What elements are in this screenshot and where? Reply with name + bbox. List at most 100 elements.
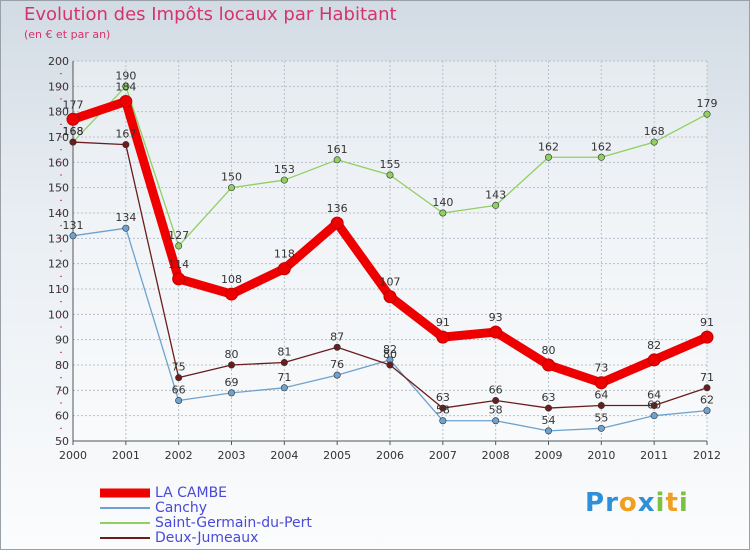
data-point (436, 330, 450, 344)
data-point (542, 358, 555, 372)
x-tick-label: 2006 (376, 449, 404, 462)
x-tick-label: 2002 (165, 449, 193, 462)
data-label: 81 (277, 345, 291, 358)
data-label: 143 (485, 188, 506, 201)
data-point (119, 95, 133, 109)
legend-swatch (100, 522, 150, 524)
x-tick-label: 2003 (218, 449, 246, 462)
legend-item: Saint-Germain-du-Pert (100, 516, 312, 530)
y-tick-label: 180 (48, 106, 69, 119)
legend-item: Canchy (100, 501, 207, 515)
series-layer (66, 82, 714, 435)
data-point (66, 112, 80, 126)
legend-swatch (100, 488, 150, 498)
data-point (175, 374, 183, 382)
logo-letter: i (678, 488, 689, 518)
data-point (650, 138, 658, 146)
data-point (439, 209, 447, 217)
data-label: 107 (380, 276, 401, 289)
data-label: 168 (644, 125, 665, 138)
data-label: 162 (591, 140, 612, 153)
data-point (69, 232, 77, 240)
data-label: 87 (330, 330, 344, 343)
data-label: 108 (221, 273, 242, 286)
data-label: 184 (115, 81, 136, 94)
data-point (228, 184, 236, 192)
data-label: 66 (172, 383, 186, 396)
data-label: 167 (115, 128, 136, 141)
data-label-layer: 168 190 127 150 153 161 155 140 143 162 162 168 179 1… (63, 69, 718, 427)
data-label: 55 (594, 411, 608, 424)
data-label: 155 (380, 158, 401, 171)
logo-letter: P (585, 488, 606, 518)
y-tick-label: 190 (48, 80, 69, 93)
data-point (597, 153, 605, 161)
data-point (386, 171, 394, 179)
data-point (700, 330, 714, 344)
data-label: 91 (700, 316, 714, 329)
legend-label: Deux-Jumeaux (155, 530, 259, 546)
data-point (172, 272, 186, 286)
data-point (703, 407, 711, 415)
data-point (439, 417, 447, 425)
x-tick-label: 2008 (482, 449, 510, 462)
x-tick-label: 2012 (693, 449, 721, 462)
legend-item: Deux-Jumeaux (100, 531, 258, 545)
y-tick-label: 150 (48, 182, 69, 195)
data-point (703, 110, 711, 118)
data-point (597, 424, 605, 432)
legend-item: LA CAMBE (100, 486, 227, 500)
data-label: 69 (225, 376, 239, 389)
data-label: 62 (700, 394, 714, 407)
data-label: 118 (274, 248, 295, 261)
data-label: 80 (542, 344, 556, 357)
data-label: 64 (647, 389, 661, 402)
legend-label: LA CAMBE (155, 485, 228, 501)
data-label: 168 (63, 125, 84, 138)
data-point (122, 224, 130, 232)
y-tick-label: 110 (48, 283, 69, 296)
y-tick-label: 170 (48, 131, 69, 144)
data-point (280, 176, 288, 184)
data-point (597, 402, 605, 410)
logo-letter: x (637, 488, 656, 518)
data-label: 73 (594, 362, 608, 375)
data-point (492, 201, 500, 209)
proxiti-logo: Proxiti (585, 488, 689, 518)
y-tick-label: 120 (48, 258, 69, 271)
legend-swatch (100, 507, 150, 509)
data-point (333, 156, 341, 164)
data-point (122, 141, 130, 149)
data-label: 58 (489, 404, 503, 417)
x-tick-label: 2011 (640, 449, 668, 462)
data-label: 136 (327, 202, 348, 215)
legend-label: Saint-Germain-du-Pert (155, 515, 312, 531)
data-point (280, 384, 288, 392)
data-label: 76 (330, 358, 344, 371)
data-point (333, 343, 341, 351)
data-point (703, 384, 711, 392)
data-point (386, 361, 394, 369)
data-label: 58 (436, 404, 450, 417)
y-tick-label: 130 (48, 232, 69, 245)
data-label: 82 (383, 343, 397, 356)
data-point (492, 396, 500, 404)
data-label: 162 (538, 140, 559, 153)
data-point (544, 153, 552, 161)
data-label: 190 (115, 69, 136, 82)
data-label: 114 (168, 258, 189, 271)
legend-swatch (100, 537, 150, 539)
data-point (594, 376, 608, 390)
data-label: 75 (172, 361, 186, 374)
data-point (175, 396, 183, 404)
data-label: 60 (647, 399, 661, 412)
chart-title: Evolution des Impôts locaux par Habitant (24, 4, 397, 25)
data-label: 134 (115, 211, 136, 224)
data-point (650, 412, 658, 420)
x-tick-label: 2007 (429, 449, 457, 462)
y-tick-label: 140 (48, 207, 69, 220)
data-label: 93 (489, 311, 503, 324)
y-tick-label: 200 (48, 55, 69, 68)
data-point (439, 404, 447, 412)
